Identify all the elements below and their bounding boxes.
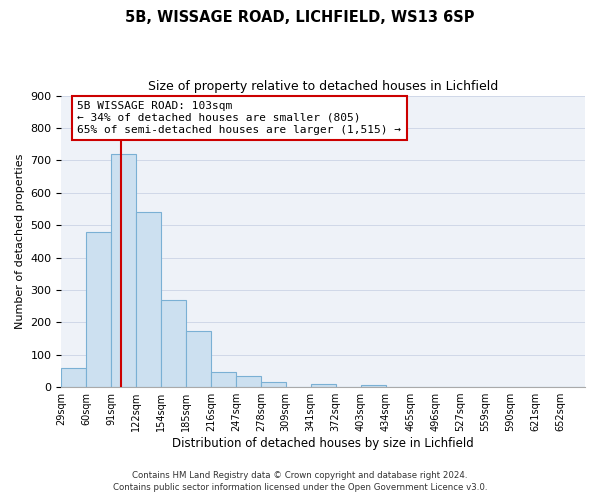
Text: 5B, WISSAGE ROAD, LICHFIELD, WS13 6SP: 5B, WISSAGE ROAD, LICHFIELD, WS13 6SP [125,10,475,25]
Y-axis label: Number of detached properties: Number of detached properties [15,154,25,329]
Bar [161,300,186,387]
Bar [236,376,261,387]
Text: 5B WISSAGE ROAD: 103sqm
← 34% of detached houses are smaller (805)
65% of semi-d: 5B WISSAGE ROAD: 103sqm ← 34% of detache… [77,102,401,134]
Bar [136,212,161,387]
Bar [311,384,335,387]
X-axis label: Distribution of detached houses by size in Lichfield: Distribution of detached houses by size … [172,437,474,450]
Bar [86,232,111,387]
Bar [61,368,86,387]
Bar [361,386,386,387]
Bar [261,382,286,387]
Bar [211,372,236,387]
Text: Contains HM Land Registry data © Crown copyright and database right 2024.
Contai: Contains HM Land Registry data © Crown c… [113,471,487,492]
Bar [111,154,136,387]
Bar [186,331,211,387]
Title: Size of property relative to detached houses in Lichfield: Size of property relative to detached ho… [148,80,499,93]
